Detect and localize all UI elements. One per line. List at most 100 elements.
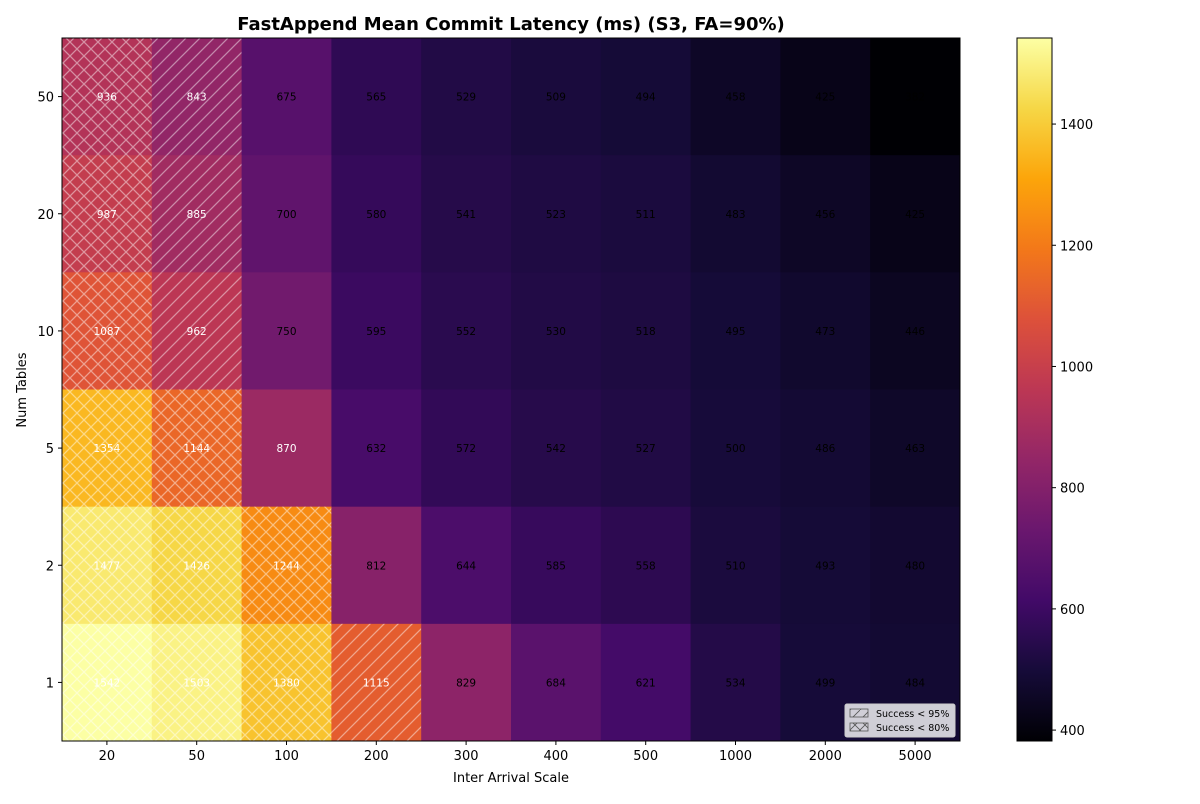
hatch-overlay	[151, 272, 242, 390]
heatmap-cell	[600, 389, 692, 508]
cell-value-label: 456	[815, 209, 835, 221]
colorbar: 400 600 800 1000 1200 1400	[1016, 37, 1093, 742]
heatmap-cell	[870, 38, 961, 156]
cell-value-label: 700	[276, 209, 296, 221]
heatmap-cell	[780, 506, 871, 625]
heatmap-cell	[241, 155, 332, 273]
hatch-overlay	[151, 389, 242, 507]
cell-value-label: 1144	[183, 443, 210, 455]
cell-value-label: 585	[546, 560, 566, 572]
cell-value-label: 541	[456, 209, 476, 221]
legend-patch-95	[849, 708, 869, 718]
cell-value-label: 750	[276, 326, 296, 338]
cell-value-label: 812	[366, 560, 386, 572]
x-tick-label: 300	[454, 749, 479, 764]
hatch-overlay	[62, 389, 152, 507]
cell-value-label: 499	[815, 677, 835, 689]
heatmap-cells: 936 843 675 565 529 509 494 458 425 382 987 885 700 5…	[62, 38, 961, 742]
heatmap-cell	[870, 389, 961, 508]
heatmap-cell	[511, 38, 602, 156]
x-tick-label: 1000	[719, 749, 752, 764]
cell-value-label: 510	[725, 560, 745, 572]
cell-value-label: 518	[636, 326, 656, 338]
cell-value-label: 509	[546, 92, 566, 104]
hatch-overlay	[151, 38, 242, 156]
cell-value-label: 486	[815, 443, 835, 455]
heatmap-cell	[600, 272, 692, 390]
heatmap-cell	[780, 272, 871, 390]
cell-value-label: 493	[815, 560, 835, 572]
hatch-overlay	[151, 155, 242, 273]
heatmap-cell	[690, 506, 781, 625]
cell-value-label: 529	[456, 92, 476, 104]
y-tick-label: 5	[46, 442, 54, 457]
cell-value-label: 483	[725, 209, 745, 221]
cell-value-label: 534	[725, 677, 745, 689]
y-tick-label: 20	[37, 208, 54, 223]
cell-value-label: 425	[905, 209, 925, 221]
heatmap-cell	[331, 155, 422, 273]
x-tick-label: 50	[188, 749, 205, 764]
cell-value-label: 595	[366, 326, 386, 338]
cell-value-label: 1244	[273, 560, 300, 572]
heatmap-cell	[511, 389, 602, 508]
cell-value-label: 644	[456, 560, 476, 572]
x-tick-label: 500	[633, 749, 658, 764]
cell-value-label: 558	[636, 560, 656, 572]
colorbar-tick-label: 1200	[1060, 239, 1093, 254]
colorbar-tick-label: 400	[1060, 724, 1085, 739]
y-axis: 50 20 10 5 2 1	[37, 91, 62, 691]
heatmap-cell	[870, 155, 961, 273]
y-tick-label: 1	[46, 676, 54, 691]
hatch-overlay	[331, 623, 422, 741]
heatmap-cell	[241, 272, 332, 390]
x-tick-label: 100	[274, 749, 299, 764]
legend: Success < 95% Success < 80%	[844, 703, 956, 738]
colorbar-tick-label: 1000	[1060, 360, 1093, 375]
cell-value-label: 1542	[94, 677, 121, 689]
cell-value-label: 885	[187, 209, 207, 221]
heatmap-cell	[511, 155, 602, 273]
heatmap-cell	[690, 38, 781, 156]
heatmap-cell	[690, 389, 781, 508]
x-axis-label: Inter Arrival Scale	[453, 771, 569, 786]
heatmap-cell	[331, 389, 422, 508]
heatmap-cell	[780, 38, 871, 156]
legend-patch-80	[849, 722, 869, 732]
cell-value-label: 1115	[363, 677, 390, 689]
y-tick-label: 50	[37, 91, 54, 106]
heatmap-cell	[241, 38, 332, 156]
heatmap-cell	[331, 38, 422, 156]
cell-value-label: 572	[456, 443, 476, 455]
cell-value-label: 843	[187, 92, 207, 104]
cell-value-label: 484	[905, 677, 925, 689]
hatch-overlay	[62, 155, 152, 273]
heatmap-cell	[421, 272, 512, 390]
legend-box	[844, 703, 956, 738]
heatmap-cell	[511, 506, 602, 625]
hatch-overlay	[62, 38, 152, 156]
cell-value-label: 425	[815, 92, 835, 104]
cell-value-label: 500	[725, 443, 745, 455]
heatmap-cell	[600, 506, 692, 625]
heatmap-cell	[780, 155, 871, 273]
y-tick-label: 10	[37, 325, 54, 340]
x-tick-label: 400	[543, 749, 568, 764]
cell-value-label: 494	[636, 92, 656, 104]
cell-value-label: 1503	[183, 677, 210, 689]
cell-value-label: 495	[725, 326, 745, 338]
cell-value-label: 446	[905, 326, 925, 338]
cell-value-label: 1477	[94, 560, 121, 572]
cell-value-label: 527	[636, 443, 656, 455]
cell-value-label: 511	[636, 209, 656, 221]
x-tick-label: 200	[364, 749, 389, 764]
colorbar-tick-label: 600	[1060, 603, 1085, 618]
heatmap-cell	[421, 623, 512, 742]
heatmap-cell	[241, 389, 332, 508]
hatch-overlay	[62, 623, 152, 741]
y-tick-label: 2	[46, 559, 54, 574]
cell-value-label: 987	[97, 209, 117, 221]
heatmap-cell	[870, 506, 961, 625]
cell-value-label: 580	[366, 209, 386, 221]
cell-value-label: 684	[546, 677, 566, 689]
